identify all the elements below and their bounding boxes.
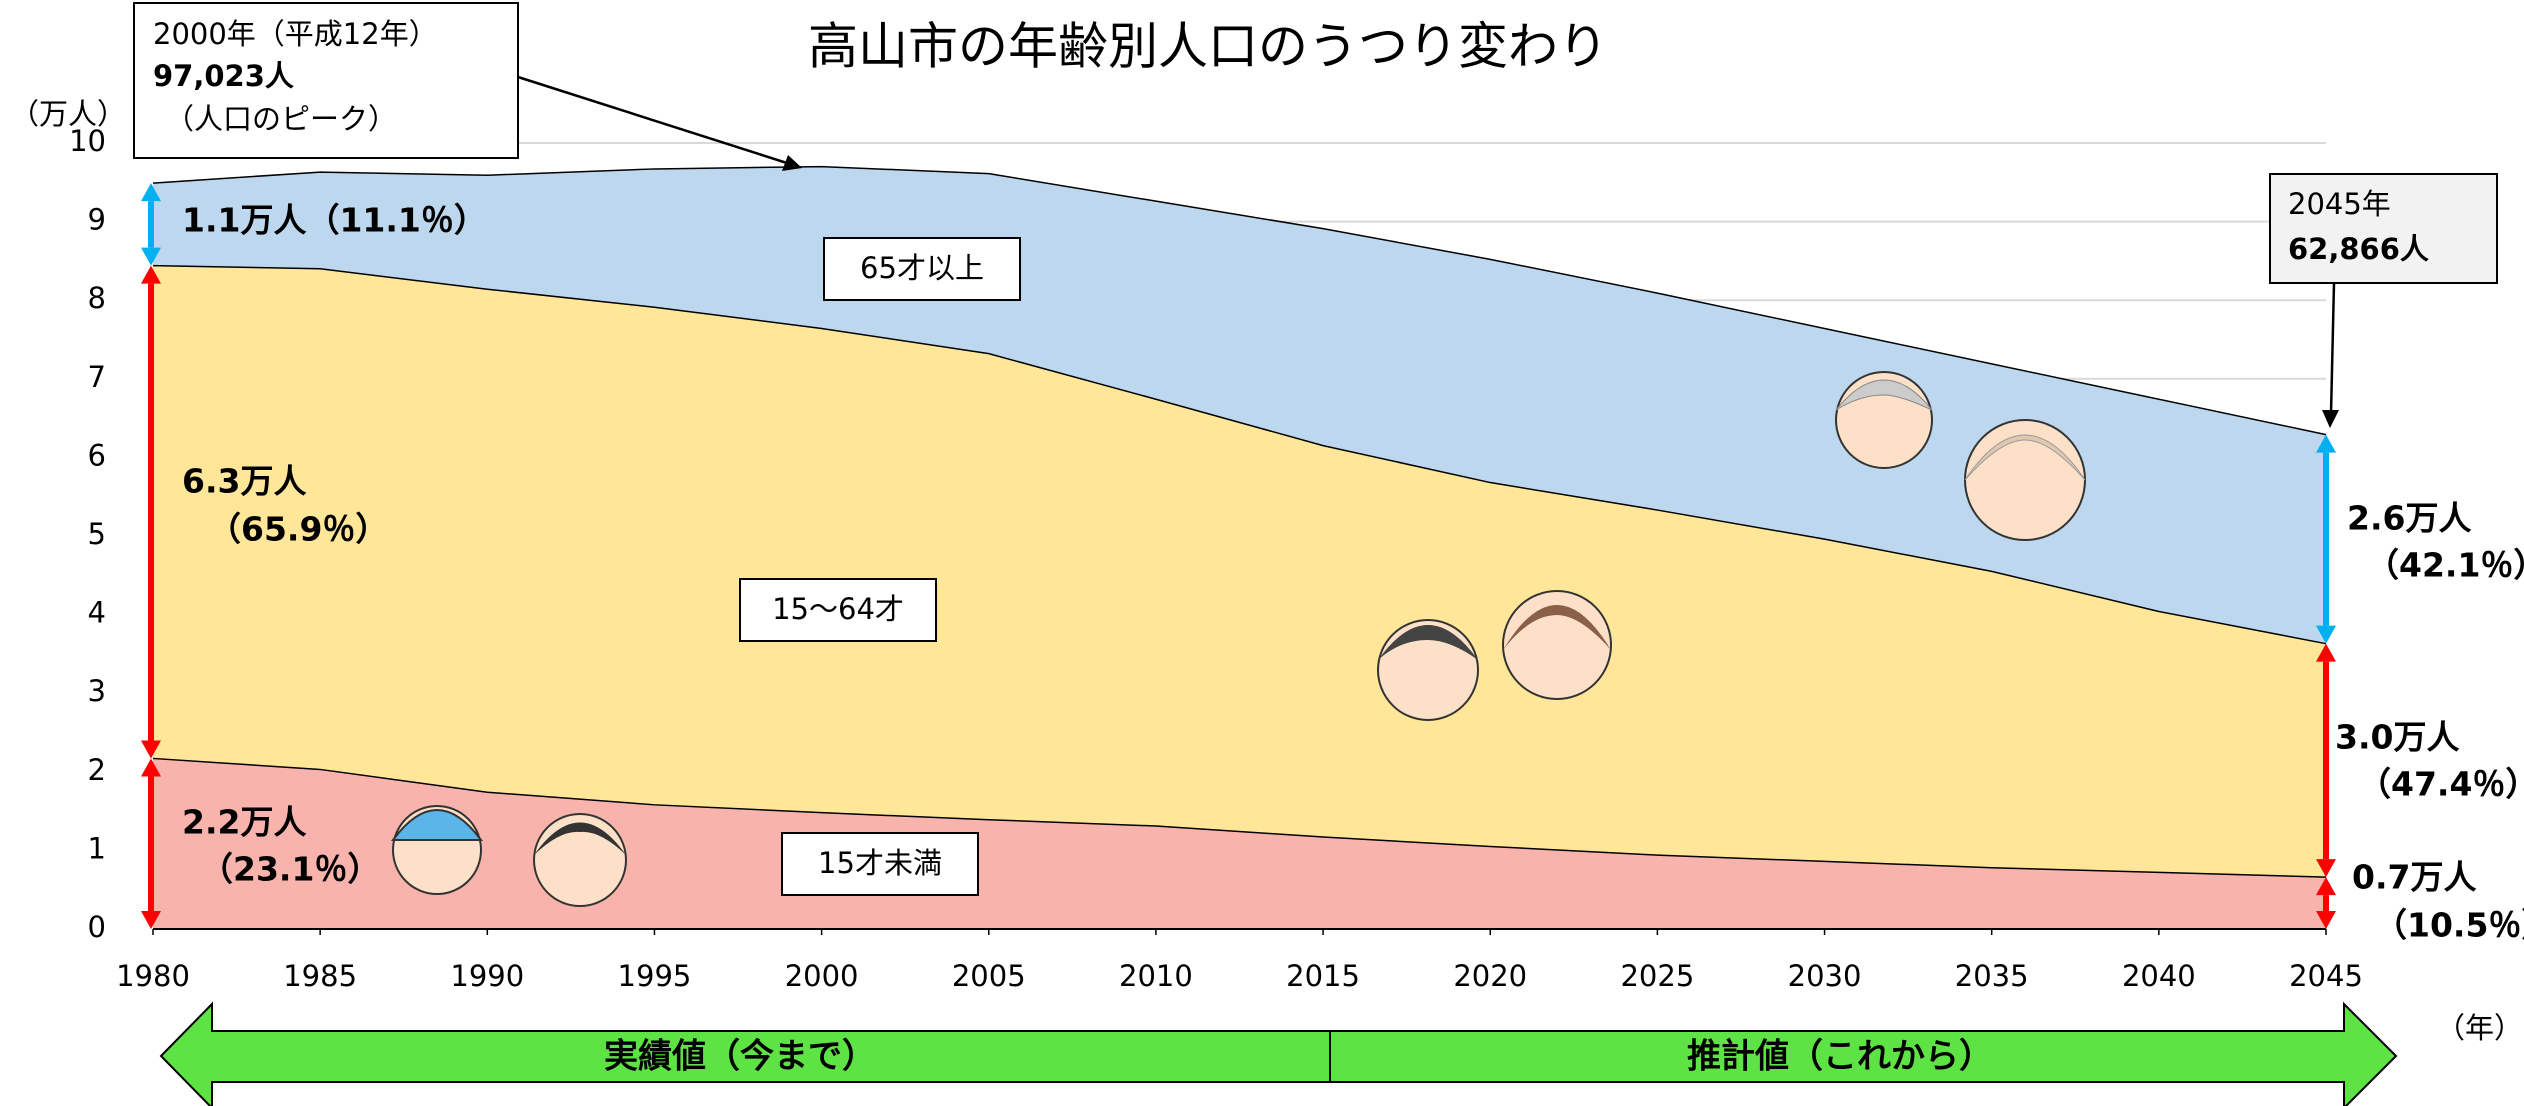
x-tick-label: 2020 xyxy=(1453,959,1527,993)
annotation: 6.3万人 xyxy=(182,462,306,501)
y-tick-label: 4 xyxy=(88,596,106,630)
x-tick-label: 1990 xyxy=(450,959,524,993)
y-tick-label: 3 xyxy=(88,674,106,708)
x-tick-label: 2045 xyxy=(2289,959,2363,993)
callout-text: 2000年（平成12年） xyxy=(153,17,438,51)
x-tick-label: 2035 xyxy=(1955,959,2029,993)
y-tick-label: 2 xyxy=(88,753,106,787)
annotation: （23.1％） xyxy=(200,850,380,889)
callout-text: （人口のピーク） xyxy=(165,102,397,136)
y-tick-label: 7 xyxy=(88,360,106,394)
areas xyxy=(153,167,2326,929)
chart: 高山市の年齢別人口のうつり変わり （万人） （年） 0 1 2 3 4 5 6 7 8 9 10 19… xyxy=(0,0,2524,1106)
x-unit: （年） xyxy=(2436,1011,2523,1045)
y-tick-label: 0 xyxy=(88,910,106,944)
x-tick-label: 2025 xyxy=(1620,959,1694,993)
callout-text: 2045年 xyxy=(2288,187,2391,221)
y-tick-label: 1 xyxy=(88,831,106,865)
callout-text: 62,866人 xyxy=(2288,232,2429,266)
annotation: 3.0万人 xyxy=(2335,718,2459,757)
y-tick-label: 8 xyxy=(88,281,106,315)
x-tick-label: 1980 xyxy=(116,959,190,993)
x-tick-label: 1985 xyxy=(283,959,357,993)
phase-label: 推計値（これから） xyxy=(1687,1037,1993,1077)
phase-arrow: 実績値（今まで） 推計値（これから） xyxy=(161,1004,2396,1106)
annotation: （47.4％） xyxy=(2358,765,2524,804)
x-tick-label: 1995 xyxy=(618,959,692,993)
y-unit: （万人） xyxy=(10,97,126,131)
annotation: （42.1％） xyxy=(2366,546,2524,585)
annotation: 2.2万人 xyxy=(182,803,306,842)
y-tick-label: 9 xyxy=(88,203,106,237)
y-tick-label: 10 xyxy=(69,124,106,158)
x-tick-label: 2040 xyxy=(2122,959,2196,993)
callout-pointer xyxy=(2331,283,2334,414)
annotation: （10.5％） xyxy=(2374,906,2524,945)
y-tick-label: 6 xyxy=(88,438,106,472)
y-tick-label: 5 xyxy=(88,517,106,551)
x-tick-label: 2030 xyxy=(1788,959,1862,993)
series-label: 15才未満 xyxy=(818,846,942,880)
annotation: （65.9％） xyxy=(208,510,388,549)
annotation: 0.7万人 xyxy=(2352,858,2476,897)
peak-callout: 2000年（平成12年） 97,023人 （人口のピーク） xyxy=(134,3,802,171)
annotation: 1.1万人（11.1％） xyxy=(182,201,487,240)
callout-text: 97,023人 xyxy=(153,59,294,93)
series-label: 65才以上 xyxy=(860,251,984,285)
phase-shape xyxy=(161,1004,2396,1106)
x-tick-label: 2000 xyxy=(785,959,859,993)
callout-head xyxy=(2322,410,2339,428)
x-tick-label: 2005 xyxy=(952,959,1026,993)
phase-label: 実績値（今まで） xyxy=(604,1037,876,1077)
series-label: 15～64才 xyxy=(772,592,904,626)
callout-pointer xyxy=(518,77,790,164)
annotation: 2.6万人 xyxy=(2347,499,2471,538)
chart-title: 高山市の年齢別人口のうつり変わり xyxy=(808,18,1608,76)
x-tick-label: 2010 xyxy=(1119,959,1193,993)
x-tick-label: 2015 xyxy=(1286,959,1360,993)
